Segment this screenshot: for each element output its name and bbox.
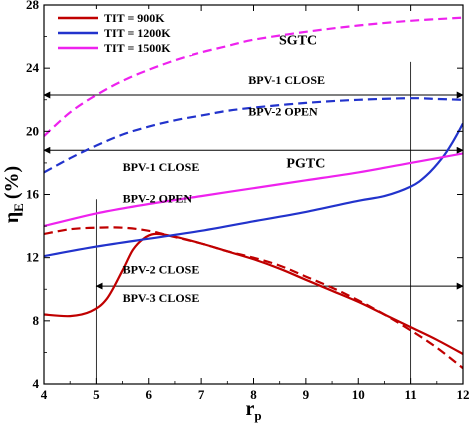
- series-line-pgtc-1500k: [44, 152, 463, 228]
- y-axis-unit: (%): [1, 166, 23, 199]
- x-axis-subscript: p: [254, 408, 261, 423]
- x-tick-label-10: 10: [352, 387, 365, 402]
- annotation-7: BPV-3 CLOSE: [123, 291, 200, 305]
- series-line-sgtc-1500k: [44, 16, 463, 137]
- x-tick-label-5: 5: [93, 387, 100, 402]
- y-tick-label-16: 16: [26, 187, 40, 202]
- series-line-pgtc-1200k: [44, 122, 463, 258]
- x-tick-label-9: 9: [303, 387, 310, 402]
- y-tick-label-20: 20: [26, 123, 39, 138]
- y-axis-title: ηE (%): [1, 166, 26, 223]
- curve-label-1: PGTC: [286, 157, 325, 172]
- y-tick-label-4: 4: [33, 376, 40, 391]
- series-line-pgtc-900k: [44, 232, 463, 355]
- x-axis-title: rp: [245, 398, 261, 423]
- y-axis-symbol: η: [1, 212, 23, 223]
- annotation-6: BPV-2 CLOSE: [123, 262, 200, 276]
- legend-label-2: TIT = 1500K: [104, 41, 171, 55]
- annotation-4: BPV-1 CLOSE: [123, 160, 200, 174]
- series-line-sgtc-1200k: [44, 97, 463, 174]
- series-group: [44, 16, 463, 370]
- legend-label-1: TIT = 1200K: [104, 26, 171, 40]
- legend-label-0: TIT = 900K: [104, 11, 165, 25]
- x-tick-label-7: 7: [198, 387, 205, 402]
- annotation-3: BPV-2 OPEN: [248, 105, 318, 119]
- y-tick-label-8: 8: [33, 313, 40, 328]
- x-axis-symbol: r: [245, 398, 254, 420]
- y-axis-subscript: E: [11, 203, 26, 212]
- y-tick-label-24: 24: [26, 60, 40, 75]
- x-tick-label-6: 6: [146, 387, 153, 402]
- y-tick-label-28: 28: [26, 0, 40, 12]
- curve-label-0: SGTC: [279, 33, 317, 48]
- y-tick-label-12: 12: [26, 250, 39, 265]
- x-tick-label-12: 12: [457, 387, 470, 402]
- series-line-sgtc-900k: [44, 226, 463, 370]
- x-tick-label-11: 11: [404, 387, 416, 402]
- x-tick-label-4: 4: [41, 387, 48, 402]
- annotation-5: BPV-2 OPEN: [123, 191, 193, 205]
- annotation-2: BPV-1 CLOSE: [248, 73, 325, 87]
- x-tick-label-8: 8: [250, 387, 257, 402]
- plot-frame: [43, 4, 464, 385]
